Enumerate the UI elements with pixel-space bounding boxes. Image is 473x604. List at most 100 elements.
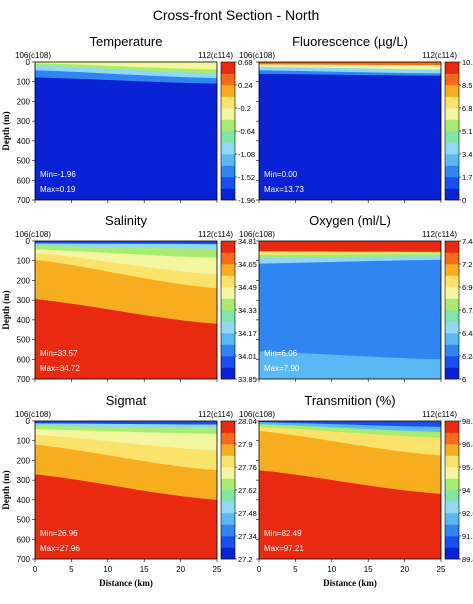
colorbar-swatch [445,275,459,288]
plot-frame [34,240,218,380]
colorbar-swatch [445,264,459,276]
y-tick-label: 600 [17,535,31,544]
panel-title: Temperature [90,34,163,49]
station-right-label: 112(c114) [422,230,457,239]
colorbar-swatch [221,108,235,120]
y-tick-label: 700 [17,555,31,564]
colorbar-swatch [221,356,235,368]
colorbar-swatch [445,108,459,120]
colorbar-tick-label: -0.64 [238,127,255,136]
colorbar-swatch [445,165,459,178]
x-tick-label: 20 [400,565,409,574]
contour-layer [259,421,441,427]
colorbar-swatch [221,154,235,166]
colorbar-swatch [221,119,235,132]
x-tick-label: 0 [257,565,262,574]
x-tick-label: 20 [176,565,185,574]
y-tick-label: 200 [17,97,31,106]
colorbar-swatch [221,421,235,433]
colorbar-tick-label: 34.65 [238,260,257,269]
colorbar-tick-label: 0 [462,196,466,205]
colorbar-swatch [445,333,459,345]
y-tick-label: 0 [26,417,31,426]
colorbar-swatch [221,524,235,537]
y-tick-label: 0 [26,237,31,246]
colorbar-tick-label: 34.33 [238,306,257,315]
colorbar-swatch [221,501,235,514]
contour-layer [35,62,217,70]
min-annotation: Min=33.57 [40,349,78,358]
contour-layer [35,62,217,200]
colorbar-swatch [221,478,235,491]
colorbar-swatch [221,264,235,276]
x-tick-label: 5 [69,565,74,574]
panel-title: Transmition (%) [304,393,395,408]
colorbar-swatch [445,356,459,368]
y-tick-label: 400 [17,137,31,146]
colorbar-swatch [445,287,459,299]
colorbar-tick-label: 7.2 [462,260,472,269]
colorbar-swatch [445,344,459,357]
colorbar-tick-label: 1.7 [462,173,472,182]
colorbar-swatch [445,62,459,74]
x-tick-label: 25 [213,565,222,574]
y-tick-label: 200 [17,276,31,285]
colorbar-swatch [221,241,235,253]
colorbar-tick-label: 6.72 [462,306,473,315]
contour-layer [35,421,217,425]
colorbar-swatch [221,177,235,189]
station-right-label: 112(c114) [198,230,233,239]
station-right-label: 112(c114) [422,51,457,60]
colorbar-swatch [221,367,235,380]
plot-frame [258,420,442,560]
plot-area [259,421,441,559]
colorbar-tick-label: 6.48 [462,329,473,338]
colorbar-swatch [221,344,235,357]
x-tick-label: 10 [327,565,336,574]
y-tick-label: 500 [17,157,31,166]
y-tick-label: 500 [17,336,31,345]
colorbar-swatch [445,547,459,560]
colorbar-swatch [445,536,459,548]
colorbar-swatch [445,252,459,265]
colorbar-swatch [221,310,235,322]
colorbar-swatch [445,131,459,143]
colorbar-tick-label: 89.8 [462,555,473,564]
panel-6: Transmition (%) 106(c108) 112(c114) 0 5 10 15 2… [239,393,473,588]
colorbar-swatch [445,241,459,253]
y-axis-label: Depth (m) [1,111,11,150]
colorbar-swatch [221,455,235,468]
y-tick-label: 100 [17,437,31,446]
contour-layer [35,241,217,245]
station-left-label: 106(c108) [239,230,275,239]
colorbar-tick-label: 10.2 [462,58,473,67]
panel-title: Sigmat [106,393,147,408]
colorbar-swatch [445,310,459,322]
y-tick-label: 600 [17,355,31,364]
colorbar-tick-label: 27.62 [238,486,257,495]
panel-2: Fluorescence (µg/L) 106(c108) 112(c114) Min… [239,34,473,205]
colorbar-tick-label: 95.4 [462,463,473,472]
max-annotation: Max=27.96 [40,544,80,553]
y-tick-label: 200 [17,456,31,465]
colorbar-swatch [445,367,459,380]
colorbar-tick-label: -1.08 [238,150,255,159]
plot-frame [258,61,442,201]
min-annotation: Min=26.96 [40,529,78,538]
panel-title: Oxygen (ml/L) [309,213,391,228]
colorbar-swatch [221,321,235,334]
station-right-label: 112(c114) [422,410,457,419]
colorbar-swatch [445,73,459,86]
panel-title: Fluorescence (µg/L) [292,34,408,49]
y-axis-label: Depth (m) [1,470,11,509]
colorbar-tick-label: 34.17 [238,329,257,338]
plot-area [35,241,217,379]
y-axis-label: Depth (m) [1,290,11,329]
panel-1: Temperature 106(c108) 112(c114) 0 100 200 300 4… [1,34,255,205]
colorbar-tick-label: 92.6 [462,509,473,518]
plot-area [259,62,441,200]
colorbar-swatch [445,96,459,109]
y-tick-label: 100 [17,257,31,266]
max-annotation: Max=97.21 [264,544,304,553]
